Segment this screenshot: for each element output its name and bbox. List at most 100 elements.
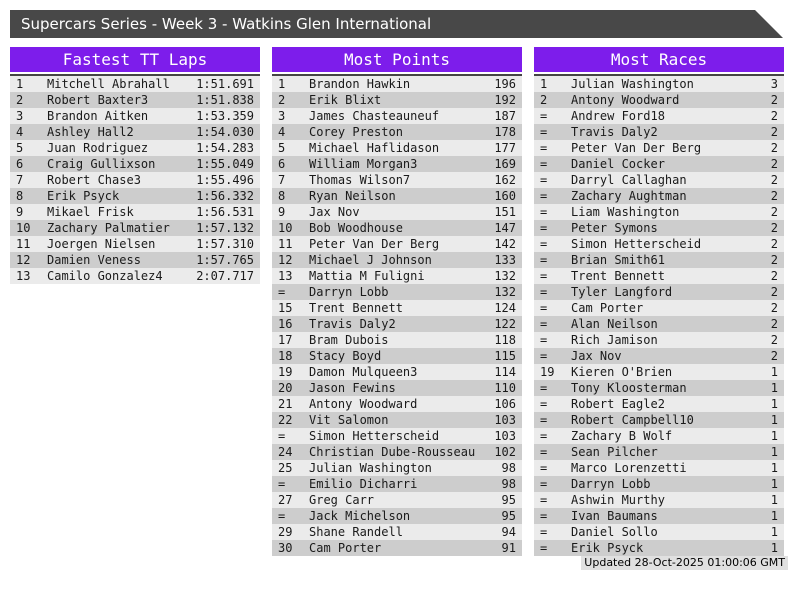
row-driver-name: Zachary Aughtman [571, 189, 687, 203]
row-position: = [278, 285, 286, 299]
row-value: 1 [770, 477, 778, 491]
table-row: = Daniel Sollo 1 [534, 524, 784, 540]
row-value: 2 [770, 221, 778, 235]
row-position: 29 [278, 525, 293, 539]
row-position: 30 [278, 541, 293, 555]
table-row: = Robert Eagle2 1 [534, 396, 784, 412]
row-driver-name: Antony Woodward [309, 397, 418, 411]
row-position: 9 [16, 205, 24, 219]
leaderboard-tables: Fastest TT Laps 1 Mitchell Abrahall 1:51.6… [10, 47, 784, 556]
table-row: = Cam Porter 2 [534, 300, 784, 316]
row-driver-name: Andrew Ford18 [571, 109, 665, 123]
table-row: 17 Bram Dubois 118 [272, 332, 522, 348]
row-driver-name: Tony Kloosterman [571, 381, 687, 395]
row-position: 11 [16, 237, 31, 251]
row-value: 1:56.531 [196, 205, 254, 219]
row-driver-name: James Chasteauneuf [309, 109, 440, 123]
table-row: = Zachary B Wolf 1 [534, 428, 784, 444]
table-row: 8 Erik Psyck 1:56.332 [10, 188, 260, 204]
row-driver-name: Darryl Callaghan [571, 173, 687, 187]
row-position: = [540, 237, 548, 251]
row-position: = [540, 413, 548, 427]
page-title: Supercars Series - Week 3 - Watkins Glen… [10, 10, 783, 38]
row-driver-name: Vit Salomon [309, 413, 389, 427]
row-value: 1 [770, 397, 778, 411]
table-row: = Rich Jamison 2 [534, 332, 784, 348]
table-row: 1 Brandon Hawkin 196 [272, 76, 522, 92]
row-driver-name: Erik Blixt [309, 93, 382, 107]
table-row: 11 Peter Van Der Berg 142 [272, 236, 522, 252]
table-row: 3 Brandon Aitken 1:53.359 [10, 108, 260, 124]
row-position: 12 [16, 253, 31, 267]
row-value: 98 [501, 461, 516, 475]
table-row: = Liam Washington 2 [534, 204, 784, 220]
row-position: 10 [16, 221, 31, 235]
table-row: = Ivan Baumans 1 [534, 508, 784, 524]
row-position: = [540, 253, 548, 267]
table-row: = Robert Campbell10 1 [534, 412, 784, 428]
row-position: 7 [278, 173, 286, 187]
table-row: = Simon Hetterscheid 2 [534, 236, 784, 252]
table-title-most-points: Most Points [272, 47, 522, 72]
table-row: = Erik Psyck 1 [534, 540, 784, 556]
table-row: = Emilio Dicharri 98 [272, 476, 522, 492]
table-row: 27 Greg Carr 95 [272, 492, 522, 508]
table-row: 16 Travis Daly2 122 [272, 316, 522, 332]
row-position: 4 [16, 125, 24, 139]
row-driver-name: Liam Washington [571, 205, 680, 219]
row-driver-name: Ashley Hall2 [47, 125, 134, 139]
row-value: 115 [494, 349, 516, 363]
row-position: = [540, 269, 548, 283]
row-value: 94 [501, 525, 516, 539]
table-most-races: Most Races 1 Julian Washington 3 2 Antony Wo… [534, 47, 784, 556]
row-driver-name: Ryan Neilson [309, 189, 396, 203]
table-row: 25 Julian Washington 98 [272, 460, 522, 476]
row-position: = [540, 381, 548, 395]
row-driver-name: Peter Symons [571, 221, 658, 235]
row-position: = [540, 301, 548, 315]
table-row: 1 Julian Washington 3 [534, 76, 784, 92]
row-position: = [540, 125, 548, 139]
table-body: 1 Brandon Hawkin 196 2 Erik Blixt 192 3 James C… [272, 74, 522, 556]
row-driver-name: Julian Washington [309, 461, 432, 475]
row-value: 177 [494, 141, 516, 155]
row-driver-name: Brandon Hawkin [309, 77, 411, 91]
row-driver-name: Jack Michelson [309, 509, 411, 523]
table-row: = Tyler Langford 2 [534, 284, 784, 300]
table-row: = Peter Van Der Berg 2 [534, 140, 784, 156]
row-position: 3 [16, 109, 24, 123]
table-row: = Simon Hetterscheid 103 [272, 428, 522, 444]
table-most-points: Most Points 1 Brandon Hawkin 196 2 Erik Blix… [272, 47, 522, 556]
row-driver-name: Simon Hetterscheid [571, 237, 702, 251]
row-driver-name: Zachary Palmatier [47, 221, 170, 235]
row-position: = [540, 141, 548, 155]
row-driver-name: Bram Dubois [309, 333, 389, 347]
row-driver-name: Cam Porter [309, 541, 382, 555]
table-title-fastest-tt-laps: Fastest TT Laps [10, 47, 260, 72]
row-value: 192 [494, 93, 516, 107]
row-driver-name: Jax Nov [309, 205, 360, 219]
row-position: 10 [278, 221, 293, 235]
table-row: 2 Robert Baxter3 1:51.838 [10, 92, 260, 108]
row-position: 17 [278, 333, 293, 347]
row-value: 124 [494, 301, 516, 315]
row-driver-name: Cam Porter [571, 301, 644, 315]
table-row: = Darryn Lobb 132 [272, 284, 522, 300]
row-position: 16 [278, 317, 293, 331]
row-position: = [540, 461, 548, 475]
table-row: 21 Antony Woodward 106 [272, 396, 522, 412]
row-driver-name: Bob Woodhouse [309, 221, 403, 235]
row-driver-name: Erik Psyck [571, 541, 644, 555]
table-row: = Tony Kloosterman 1 [534, 380, 784, 396]
row-driver-name: Daniel Cocker [571, 157, 665, 171]
table-body: 1 Mitchell Abrahall 1:51.691 2 Robert Baxter… [10, 74, 260, 284]
row-value: 1 [770, 541, 778, 555]
row-driver-name: Peter Van Der Berg [571, 141, 702, 155]
row-driver-name: Antony Woodward [571, 93, 680, 107]
row-value: 2 [770, 189, 778, 203]
row-driver-name: Thomas Wilson7 [309, 173, 411, 187]
table-title-most-races: Most Races [534, 47, 784, 72]
row-driver-name: Christian Dube-Rousseau [309, 445, 476, 459]
row-value: 162 [494, 173, 516, 187]
row-driver-name: Ivan Baumans [571, 509, 658, 523]
